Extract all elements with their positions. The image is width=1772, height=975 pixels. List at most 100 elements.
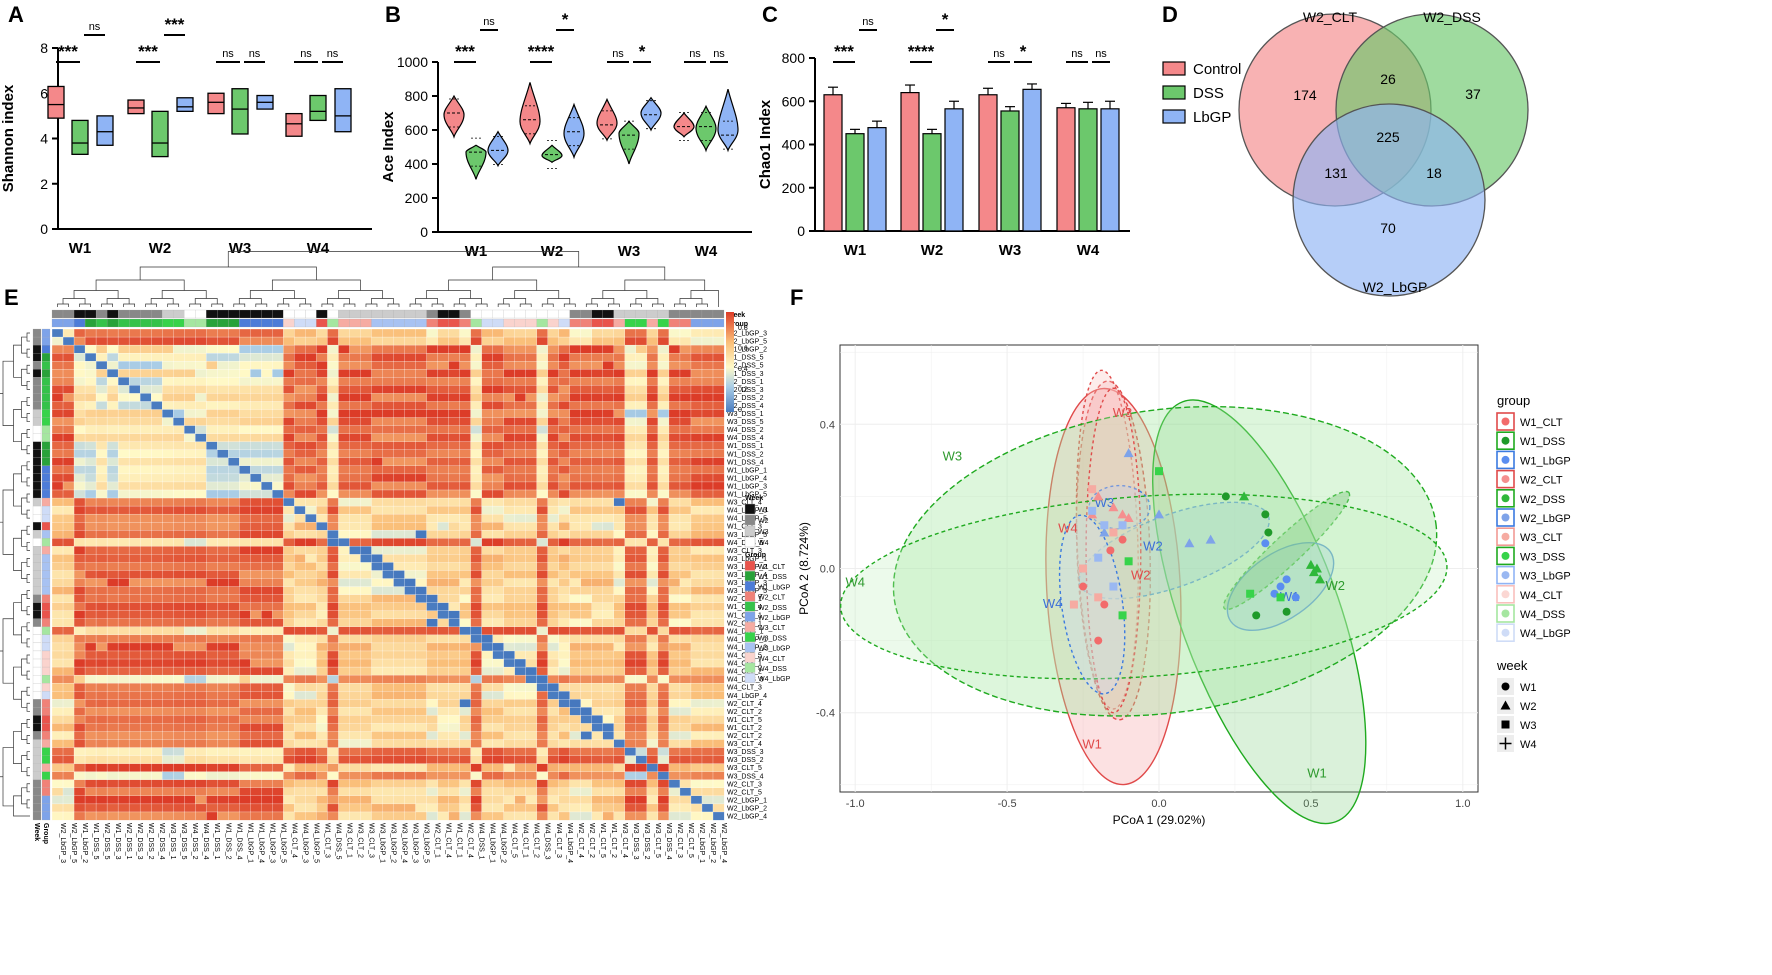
heatmap-cell <box>162 755 174 765</box>
heatmap-cell <box>272 723 284 732</box>
heatmap-cell <box>371 497 383 507</box>
heatmap-cell <box>602 755 615 765</box>
heatmap-cell <box>624 691 637 700</box>
heatmap-cell <box>327 715 339 724</box>
heatmap-cell <box>503 658 516 668</box>
heatmap-cell <box>206 328 218 338</box>
heatmap-cell <box>206 457 218 467</box>
heatmap-cell <box>228 473 240 483</box>
heatmap-cell <box>525 369 538 378</box>
heatmap-cell <box>51 674 64 684</box>
heatmap-cell <box>558 522 571 531</box>
heatmap-cell <box>492 731 505 740</box>
heatmap-cell <box>712 731 725 740</box>
heatmap-cell <box>668 441 681 451</box>
heatmap-cell <box>404 578 416 588</box>
heatmap-cell <box>95 433 108 443</box>
heatmap-cell <box>73 755 86 765</box>
heatmap-cell <box>305 473 317 483</box>
heatmap-cell <box>272 385 284 394</box>
heatmap-cell <box>503 401 516 410</box>
heatmap-cell <box>239 505 251 515</box>
heatmap-group-annot <box>272 318 284 328</box>
heatmap-cell <box>646 763 659 773</box>
heatmap-cell <box>690 634 703 644</box>
heatmap-week-annot <box>32 570 42 579</box>
heatmap-cell <box>635 795 648 805</box>
heatmap-cell <box>349 771 361 781</box>
heatmap-cell <box>591 361 604 370</box>
heatmap-cell <box>106 554 119 563</box>
heatmap-cell <box>84 441 97 451</box>
heatmap-cell <box>173 650 185 660</box>
heatmap-cell <box>459 610 472 620</box>
heatmap-week-annot <box>32 441 42 450</box>
heatmap-cell <box>701 336 714 346</box>
heatmap-cell <box>712 441 725 451</box>
heatmap-cell <box>371 747 383 757</box>
heatmap-cell <box>459 562 472 571</box>
heatmap-cell <box>448 658 461 668</box>
heatmap-cell <box>393 594 405 604</box>
heatmap-cell <box>250 369 262 378</box>
heatmap-cell <box>503 465 516 475</box>
heatmap-cell <box>602 530 615 539</box>
heatmap-cell <box>602 642 615 652</box>
heatmap-cell <box>459 779 472 789</box>
heatmap-cell <box>62 538 75 547</box>
heatmap-cell <box>514 755 527 765</box>
heatmap-cell <box>217 634 229 644</box>
heatmap-cell <box>139 739 152 749</box>
heatmap-cell <box>503 715 516 724</box>
heatmap-cell <box>95 457 108 467</box>
heatmap-cell <box>139 771 152 781</box>
heatmap-cell <box>624 602 637 612</box>
heatmap-cell <box>635 449 648 459</box>
heatmap-cell <box>426 763 439 773</box>
heatmap-cell <box>437 570 450 579</box>
pcoa-point <box>1109 582 1118 591</box>
heatmap-cell <box>217 369 229 378</box>
heatmap-cell <box>272 449 284 459</box>
heatmap-cell <box>646 586 659 596</box>
heatmap-cell <box>712 586 725 596</box>
heatmap-cell <box>503 361 516 370</box>
heatmap-cell <box>613 465 626 475</box>
heatmap-cell <box>261 441 273 451</box>
heatmap-cell <box>51 457 64 467</box>
heatmap-cell <box>481 336 494 346</box>
heatmap-cell <box>305 481 317 491</box>
heatmap-cell <box>195 481 207 491</box>
heatmap-cell <box>712 449 725 459</box>
heatmap-cell <box>404 586 416 596</box>
heatmap-col-label: W4_CLT_5 <box>511 823 518 858</box>
heatmap-cell <box>250 586 262 596</box>
panel-a-box <box>176 97 194 113</box>
heatmap-cell <box>206 795 218 805</box>
heatmap-cell <box>294 562 306 571</box>
heatmap-cell <box>393 715 405 724</box>
heatmap-cell <box>327 481 339 491</box>
heatmap-cell <box>613 417 626 427</box>
heatmap-col-label: W2_CLT_4 <box>467 823 474 858</box>
heatmap-cell <box>195 546 207 555</box>
heatmap-cell <box>646 361 659 370</box>
heatmap-cell <box>128 586 141 596</box>
heatmap-row-label: W4_CLT_3 <box>727 685 762 692</box>
heatmap-cell <box>62 666 75 676</box>
heatmap-cell <box>547 336 560 346</box>
heatmap-cell <box>470 473 483 483</box>
heatmap-cell <box>128 602 141 612</box>
heatmap-cell <box>404 473 416 483</box>
heatmap-cell <box>206 449 218 459</box>
heatmap-cell <box>283 344 295 354</box>
heatmap-week-annot <box>32 546 42 555</box>
heatmap-cell <box>635 481 648 491</box>
heatmap-cell <box>283 538 295 547</box>
heatmap-cell <box>95 489 108 499</box>
heatmap-cell <box>701 417 714 427</box>
heatmap-cell <box>437 546 450 555</box>
heatmap-cell <box>393 699 405 708</box>
heatmap-cell <box>128 562 141 571</box>
heatmap-cell <box>349 803 361 813</box>
